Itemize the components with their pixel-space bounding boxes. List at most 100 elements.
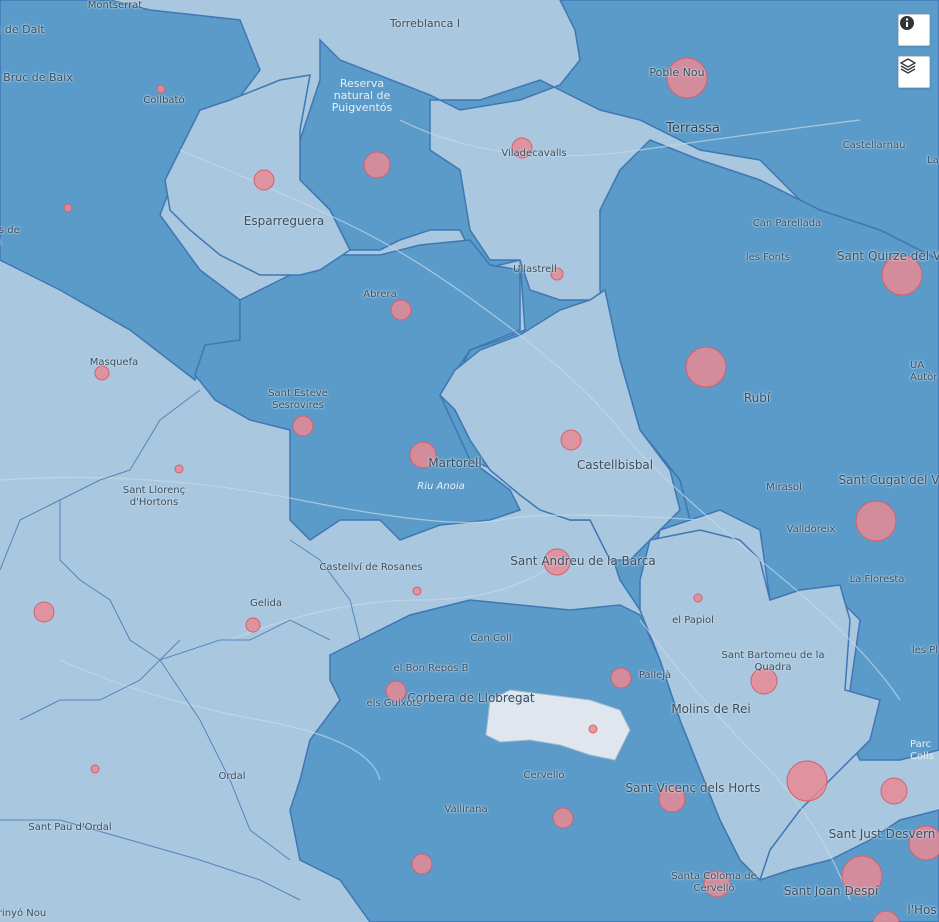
marker-sant-cugat[interactable] — [855, 500, 897, 542]
place-label: Gelida — [250, 598, 282, 609]
marker-esparreguera[interactable] — [253, 169, 275, 191]
region-corbera — [289, 599, 939, 922]
place-label: Montserrat — [87, 0, 143, 11]
place-label: Sant Joan Despí — [783, 884, 879, 898]
place-label: Can Coll — [470, 633, 512, 644]
marker-molins-south[interactable] — [786, 760, 828, 802]
place-label: Torreblanca I — [389, 17, 461, 30]
marker-abrera[interactable] — [390, 299, 412, 321]
marker-sant-just[interactable] — [908, 825, 939, 861]
place-label: ts de a — [0, 225, 20, 248]
marker-sant-andreu[interactable] — [543, 548, 571, 576]
place-label: Viladecavalls — [501, 148, 567, 159]
marker-sant-esteve[interactable] — [292, 415, 314, 437]
place-label: Pallejà — [638, 670, 672, 681]
region-rubi — [599, 139, 939, 761]
place-label: Castellví de Rosanes — [319, 562, 423, 573]
park-label: Parc Colls — [910, 739, 934, 762]
place-label: Poble Nou — [649, 66, 705, 79]
place-label: Sant Pau d'Ordal — [28, 822, 112, 833]
place-label: Corbera de Llobregat — [407, 691, 535, 705]
marker-cervello[interactable] — [552, 807, 574, 829]
marker-el-bon-repos[interactable] — [385, 680, 407, 702]
place-label: rinyó Nou — [0, 908, 47, 919]
place-label: Castellbisbal — [576, 458, 654, 472]
park-label: Reserva natural de Puigventós — [331, 77, 393, 114]
place-label: Cervelló — [523, 770, 565, 781]
region-castellbisbal — [439, 288, 681, 561]
marker-sant-llorenc[interactable] — [174, 464, 184, 474]
marker-viladecavalls[interactable] — [511, 137, 533, 159]
marker-ordal[interactable] — [90, 764, 100, 774]
place-label: c de Dalt — [0, 23, 45, 36]
place-label: el Bon Repòs B — [393, 663, 469, 674]
place-label: Sant Bartomeu de la Quadra — [721, 650, 825, 673]
info-icon — [900, 16, 914, 30]
place-label: La Floresta — [849, 574, 905, 585]
marker-gelida[interactable] — [245, 617, 261, 633]
place-label: Valldoreix — [786, 524, 836, 535]
layers-icon — [899, 58, 917, 74]
marker-collbato[interactable] — [156, 84, 166, 94]
place-label: Sant Quirze del V — [836, 249, 939, 263]
marker-vallirana[interactable] — [411, 853, 433, 875]
place-label: Santa Coloma de Cervelló — [671, 871, 757, 894]
place-label: Martorell — [428, 456, 482, 470]
marker-ullastrell[interactable] — [550, 267, 564, 281]
river-label: Riu Anoia — [417, 481, 465, 492]
place-label: Vallirana — [444, 804, 488, 815]
place-label: Can Parellada — [752, 218, 822, 229]
marker-castellbisbal[interactable] — [560, 429, 582, 451]
info-button[interactable] — [898, 14, 930, 46]
place-label: Ullastrell — [513, 264, 557, 275]
place-label: UA Autòr — [910, 360, 938, 383]
marker-bottom-right[interactable] — [872, 910, 900, 922]
marker-poble-nou[interactable] — [666, 57, 708, 99]
region-martorell — [194, 239, 522, 541]
marker-castellvi[interactable] — [412, 586, 422, 596]
marker-masquefa[interactable] — [94, 365, 110, 381]
marker-sant-joan[interactable] — [841, 855, 883, 897]
place-label: Sant Andreu de la Barca — [510, 554, 656, 568]
place-label: Sant Llorenç d'Hortons — [122, 485, 186, 508]
layers-button[interactable] — [898, 56, 930, 88]
marker-santa-coloma[interactable] — [703, 870, 731, 898]
marker-sant-bartomeu[interactable] — [750, 667, 778, 695]
place-label: els Guixots — [366, 698, 422, 709]
marker-sant-quirze[interactable] — [881, 254, 923, 296]
place-label: Esparreguera — [243, 214, 325, 228]
place-label: La — [927, 155, 939, 166]
marker-east-1[interactable] — [880, 777, 908, 805]
place-label: Mirasol — [766, 482, 802, 493]
place-label: Sant Cugat del V — [838, 473, 939, 487]
place-label: Abrera — [363, 289, 397, 300]
marker-rubi[interactable] — [685, 346, 727, 388]
boundaries — [0, 389, 361, 901]
place-label: el Papiol — [672, 615, 714, 626]
place-label: Rubí — [743, 391, 771, 405]
excluded-region — [485, 689, 631, 761]
marker-martorell[interactable] — [409, 441, 437, 469]
place-label: Sant Vicenç dels Horts — [625, 781, 761, 795]
marker-corbera-excl[interactable] — [588, 724, 598, 734]
marker-puigventos[interactable] — [363, 151, 391, 179]
place-label: Sant Just Desvern — [828, 827, 936, 841]
marker-west2[interactable] — [33, 601, 55, 623]
place-label: Sant Esteve Sesrovires — [268, 388, 328, 411]
marker-palleja[interactable] — [610, 667, 632, 689]
marker-west1[interactable] — [63, 203, 73, 213]
place-label: Molins de Rei — [671, 702, 751, 716]
place-label: Terrassa — [666, 121, 720, 136]
roads — [0, 119, 901, 901]
place-label: Ordal — [218, 771, 246, 782]
place-label: Collbató — [143, 95, 185, 106]
marker-el-papiol[interactable] — [693, 593, 703, 603]
region-molins — [639, 529, 881, 882]
marker-sant-vicenc[interactable] — [658, 785, 686, 813]
place-label: Castellarnau — [842, 140, 906, 151]
place-label: l'Hos — [907, 903, 937, 917]
place-label: les Pl — [911, 645, 939, 656]
